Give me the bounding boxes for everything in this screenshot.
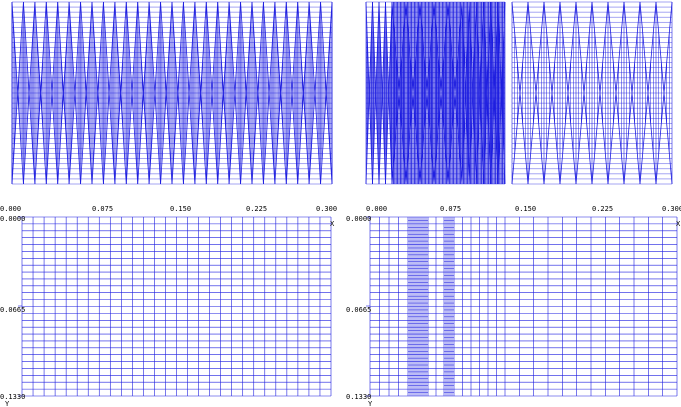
bl-y-tick-1: 0.0665 — [0, 306, 25, 314]
mesh-diagonal-edge — [591, 92, 601, 185]
top-right-refined-triangle-mesh — [365, 1, 673, 185]
bl-y-tick-0: 0.0000 — [0, 215, 25, 223]
br-x-tick-0: 0.000 — [366, 205, 387, 213]
bottom-left-quad-grid — [18, 216, 332, 397]
mesh-diagonal-edge — [591, 1, 601, 94]
bottom-left-y-ticks: 0.0000 0.0665 0.1330 — [0, 215, 25, 401]
bl-x-tick-2: 0.150 — [170, 205, 191, 213]
br-x-tick-3: 0.225 — [592, 205, 613, 213]
mesh-diagonal-edge — [559, 1, 569, 94]
bl-x-axis-label: X — [330, 220, 335, 228]
mesh-diagonal-edge — [527, 92, 537, 185]
mesh-diagonal-edge — [615, 1, 625, 94]
mesh-diagonal-edge — [607, 92, 617, 185]
mesh-diagonal-edge — [511, 92, 521, 185]
br-x-tick-2: 0.150 — [515, 205, 536, 213]
mesh-diagonal-edge — [551, 92, 561, 185]
br-y-axis-label: Y — [368, 400, 373, 407]
mesh-diagonal-edge — [575, 92, 585, 185]
mesh-diagonal-edge — [519, 92, 529, 185]
mesh-diagonal-edge — [663, 1, 673, 94]
mesh-diagonal-edge — [615, 92, 625, 185]
br-y-tick-1: 0.0665 — [346, 306, 371, 314]
mesh-diagonal-edge — [631, 1, 641, 94]
mesh-diagonal-edge — [551, 1, 561, 94]
mesh-diagonal-edge — [567, 92, 577, 185]
mesh-diagonal-edge — [543, 1, 553, 94]
mesh-diagonal-edge — [559, 92, 569, 185]
bl-x-tick-4: 0.300 — [316, 205, 337, 213]
br-x-tick-4: 0.300 — [662, 205, 681, 213]
mesh-diagonal-edge — [599, 1, 609, 94]
br-y-tick-2: 0.1330 — [346, 393, 371, 401]
mesh-diagonal-edge — [639, 1, 649, 94]
mesh-diagonal-edge — [623, 1, 633, 94]
mesh-diagonal-edge — [607, 1, 617, 94]
bottom-left-x-ticks: 0.000 0.075 0.150 0.225 0.300 — [0, 205, 337, 213]
mesh-diagonal-edge — [583, 1, 593, 94]
mesh-diagonal-edge — [575, 1, 585, 94]
mesh-diagonal-edge — [655, 92, 665, 185]
mesh-diagonal-edge — [639, 92, 649, 185]
bl-y-axis-label: Y — [5, 400, 10, 407]
bl-y-tick-2: 0.1330 — [0, 393, 25, 401]
mesh-diagonal-edge — [519, 1, 529, 94]
bottom-right-x-ticks: 0.000 0.075 0.150 0.225 0.300 — [366, 205, 681, 213]
mesh-diagonal-edge — [535, 92, 545, 185]
br-x-tick-1: 0.075 — [440, 205, 461, 213]
bl-x-tick-3: 0.225 — [246, 205, 267, 213]
mesh-diagonal-edge — [599, 92, 609, 185]
br-y-tick-0: 0.0000 — [346, 215, 371, 223]
mesh-diagonal-edge — [583, 92, 593, 185]
mesh-diagonal-edge — [647, 1, 657, 94]
mesh-diagonal-edge — [567, 1, 577, 94]
bl-x-tick-1: 0.075 — [92, 205, 113, 213]
bottom-right-quad-grid — [366, 216, 678, 397]
mesh-diagonal-edge — [511, 1, 521, 94]
bottom-right-y-ticks: 0.0000 0.0665 0.1330 — [346, 215, 371, 401]
top-left-triangle-mesh — [11, 1, 333, 185]
mesh-diagonal-edge — [535, 1, 545, 94]
mesh-diagonal-edge — [631, 92, 641, 185]
mesh-diagonal-edge — [623, 92, 633, 185]
br-x-axis-label: X — [676, 220, 681, 228]
mesh-diagonal-edge — [663, 92, 673, 185]
mesh-diagonal-edge — [647, 92, 657, 185]
mesh-diagonal-edge — [543, 92, 553, 185]
mesh-diagonal-edge — [655, 1, 665, 94]
bl-x-tick-0: 0.000 — [0, 205, 21, 213]
mesh-diagonal-edge — [527, 1, 537, 94]
